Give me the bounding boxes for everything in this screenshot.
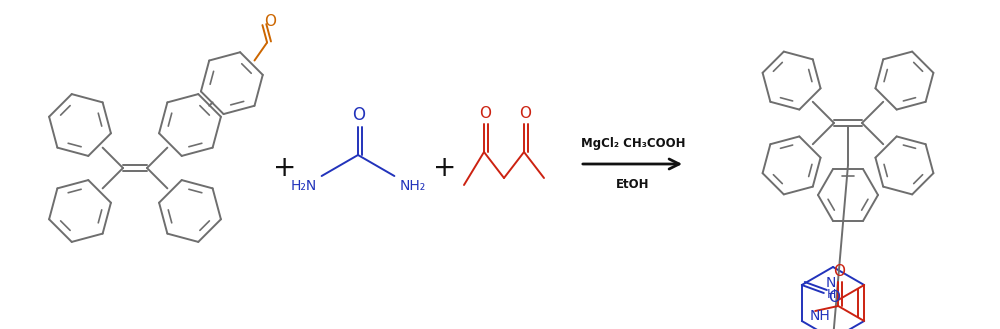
Text: NH: NH (809, 309, 830, 323)
Text: MgCl₂ CH₃COOH: MgCl₂ CH₃COOH (581, 137, 685, 149)
Text: +: + (433, 154, 457, 182)
Text: O: O (352, 106, 366, 124)
Text: H: H (826, 289, 836, 301)
Text: H₂N: H₂N (291, 179, 317, 193)
Text: O: O (519, 107, 531, 121)
Text: NH₂: NH₂ (399, 179, 425, 193)
Text: O: O (828, 291, 840, 306)
Text: +: + (273, 154, 297, 182)
Text: N: N (826, 276, 836, 290)
Text: O: O (264, 13, 276, 29)
Text: EtOH: EtOH (616, 179, 650, 191)
Text: O: O (479, 107, 491, 121)
Text: O: O (833, 265, 845, 280)
